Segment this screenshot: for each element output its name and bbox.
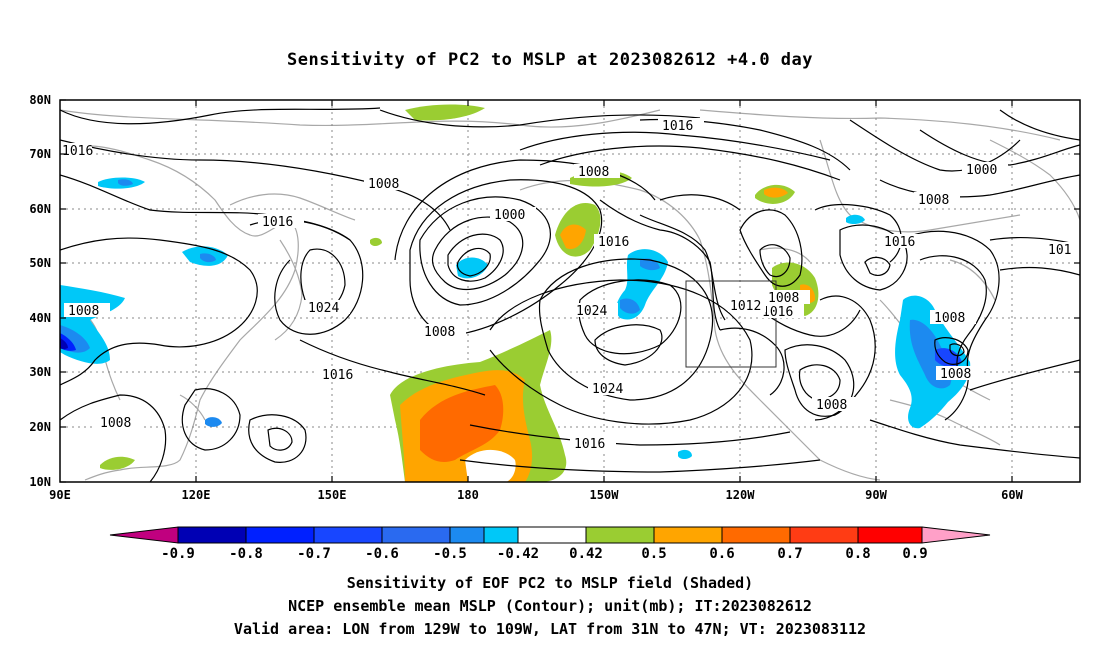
latitude-labels: 80N 70N 60N 50N 40N 30N 20N 10N [29,93,51,489]
lon-tick: 150W [590,488,620,502]
colorbar-segment [517,526,587,544]
lon-tick: 180 [457,488,479,502]
colorbar-label: 0.5 [641,546,666,562]
colorbar-label: -0.8 [229,546,263,562]
colorbar-segment [789,526,859,544]
positive-sensitivity-shading [100,104,819,482]
contour-label: 1016 [322,368,353,383]
grid [60,100,1080,482]
lat-tick: 60N [29,202,51,216]
colorbar-label: 0.7 [777,546,802,562]
colorbar-segment [653,526,723,544]
colorbar-segment [245,526,315,544]
contour-label: 1012 [730,299,761,314]
lat-tick: 70N [29,147,51,161]
contour-label: 1008 [368,177,399,192]
axis-ticks [60,99,1080,483]
colorbar-label: -0.5 [433,546,467,562]
colorbar-segment [585,526,655,544]
contour-label: 1016 [262,215,293,230]
contour-label: 1008 [816,398,847,413]
map-title: Sensitivity of PC2 to MSLP at 2023082612… [286,50,813,70]
caption-shaded: Sensitivity of EOF PC2 to MSLP field (Sh… [346,574,754,592]
colorbar-label: -0.7 [297,546,331,562]
colorbar-label: -0.6 [365,546,399,562]
contour-label: 1016 [662,119,693,134]
colorbar-label: 0.9 [902,546,927,562]
contour-label: 1016 [598,235,629,250]
contour-label: 1016 [62,144,93,159]
colorbar-label: -0.9 [161,546,195,562]
colorbar-segment [449,526,485,544]
contour-label: 1008 [100,416,131,431]
caption-contour: NCEP ensemble mean MSLP (Contour); unit(… [288,597,812,615]
colorbar-label: 0.6 [709,546,734,562]
lon-tick: 90E [49,488,71,502]
contour-label: 101 [1048,243,1071,258]
lat-tick: 50N [29,256,51,270]
contour-label: 1024 [308,301,339,316]
lat-tick: 30N [29,365,51,379]
contour-label: 1008 [424,325,455,340]
contour-labels: 1016 1016 1008 1008 1000 1016 1016 1024 … [58,118,1080,452]
contour-label: 1008 [940,367,971,382]
colorbar-segment [857,526,923,544]
longitude-labels: 90E 120E 150E 180 150W 120W 90W 60W [49,488,1023,502]
colorbar-right-arrow [921,526,991,544]
colorbar: -0.9 -0.8 -0.7 -0.6 -0.5 -0.42 0.42 0.5 … [109,526,991,562]
contour-label: 1024 [576,304,607,319]
colorbar-segment [313,526,383,544]
contour-label: 1008 [578,165,609,180]
colorbar-segment [483,526,519,544]
contour-label: 1008 [68,304,99,319]
lon-tick: 120E [182,488,211,502]
lon-tick: 120W [726,488,756,502]
mslp-contours [60,107,1080,482]
valid-area-box [685,280,777,368]
contour-label: 1016 [884,235,915,250]
colorbar-segment [177,526,247,544]
contour-label: 1008 [934,311,965,326]
map-frame [59,99,1081,483]
colorbar-segment [381,526,451,544]
colorbar-left-arrow [109,526,179,544]
contour-label: 1000 [966,163,997,178]
lat-tick: 10N [29,475,51,489]
lon-tick: 90W [865,488,887,502]
colorbar-label: 0.8 [845,546,870,562]
contour-label: 1008 [768,291,799,306]
colorbar-label: -0.42 [497,546,539,562]
lat-tick: 20N [29,420,51,434]
contour-label: 1016 [762,305,793,320]
lat-tick: 40N [29,311,51,325]
colorbar-segment [721,526,791,544]
coastlines [60,109,1080,481]
lat-tick: 80N [29,93,51,107]
colorbar-label: 0.42 [569,546,603,562]
contour-label: 1024 [592,382,623,397]
lon-tick: 60W [1001,488,1023,502]
caption-valid-area: Valid area: LON from 129W to 109W, LAT f… [233,620,867,638]
contour-label: 1016 [574,437,605,452]
contour-label: 1000 [494,208,525,223]
lon-tick: 150E [318,488,347,502]
contour-label: 1008 [918,193,949,208]
